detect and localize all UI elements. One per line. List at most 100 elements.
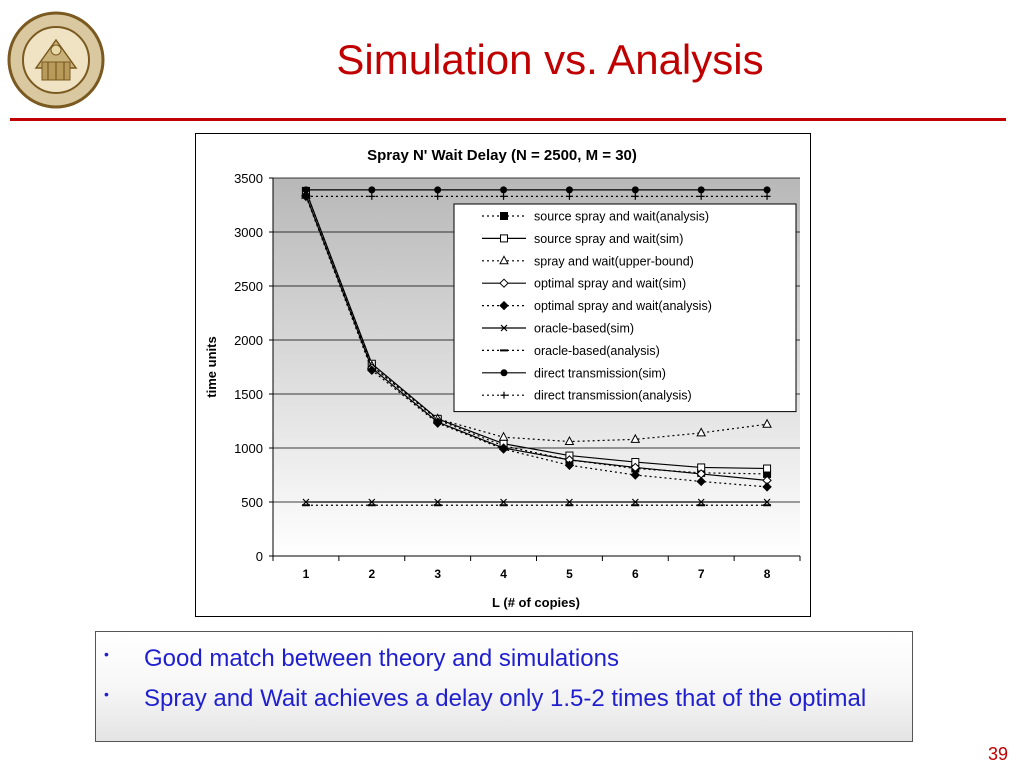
legend-label: source spray and wait(analysis): [534, 210, 709, 224]
point-marker-triangle: [630, 433, 641, 443]
x-tick-label: 8: [764, 567, 771, 581]
point-marker-circle: [434, 186, 442, 194]
y-tick-label: 3000: [234, 225, 263, 240]
bullet-text: Good match between theory and simulation…: [144, 645, 619, 672]
point-marker-plus: [500, 192, 508, 200]
point-marker-plus: [631, 192, 639, 200]
x-tick-label: 4: [500, 567, 507, 581]
point-marker-circle: [697, 186, 705, 194]
series: [302, 498, 771, 506]
point-marker-diamond: [432, 418, 443, 428]
point-marker-x: [697, 498, 705, 506]
legend-label: direct transmission(analysis): [534, 389, 692, 403]
legend-item: optimal spray and wait(analysis): [482, 299, 712, 313]
point-marker-circle: [302, 186, 310, 194]
bullet-marker: •: [104, 646, 109, 662]
chart-container: Spray N' Wait Delay (N = 2500, M = 30) 0…: [195, 133, 811, 617]
point-marker-circle: [763, 186, 771, 194]
marker-stroke: [434, 498, 442, 506]
point-marker-triangle: [498, 431, 509, 441]
marker-stroke: [763, 498, 771, 506]
line-chart: Spray N' Wait Delay (N = 2500, M = 30) 0…: [204, 147, 801, 610]
page-number: 39: [987, 744, 1008, 764]
legend-item: direct transmission(analysis): [482, 389, 692, 403]
chart-title: Spray N' Wait Delay (N = 2500, M = 30): [367, 147, 637, 164]
x-tick-label: 1: [303, 567, 310, 581]
point-marker-square: [500, 212, 508, 220]
marker-stroke: [631, 498, 639, 506]
point-marker-plus: [697, 192, 705, 200]
series: [302, 192, 771, 200]
legend-item: optimal spray and wait(sim): [482, 277, 686, 291]
x-tick-label: 2: [368, 567, 375, 581]
point-marker-plus: [565, 192, 573, 200]
legend-label: spray and wait(upper-bound): [534, 254, 694, 268]
point-marker-square: [763, 464, 772, 473]
point-marker-x: [368, 498, 376, 506]
point-marker-plus: [434, 192, 442, 200]
point-marker-plus: [302, 192, 310, 200]
point-marker-diamond: [498, 444, 509, 454]
x-tick-label: 6: [632, 567, 639, 581]
marker-stroke: [500, 498, 507, 506]
point-marker-square: [500, 234, 508, 243]
legend-item: oracle-based(analysis): [482, 344, 660, 358]
point-marker-diamond: [499, 278, 509, 288]
point-marker-circle: [631, 186, 639, 194]
series-lines: [301, 186, 772, 507]
point-marker-x: [500, 498, 507, 506]
legend-item: spray and wait(upper-bound): [482, 254, 694, 268]
point-marker-circle: [500, 369, 508, 377]
point-marker-triangle: [564, 435, 575, 446]
series: [302, 186, 771, 194]
y-tick-label: 500: [241, 495, 263, 510]
series-line: [305, 195, 768, 443]
point-marker-plus: [368, 192, 376, 200]
bullet-marker: •: [104, 686, 109, 702]
point-marker-plus: [763, 192, 771, 200]
bullet-text: Spray and Wait achieves a delay only 1.5…: [144, 685, 867, 712]
axes: 0 500 1000 1500 2000 2500 3000 3500 1 2 3 4 5 6 7 8: [234, 171, 801, 581]
point-marker-diamond: [564, 460, 575, 470]
x-tick-label: 5: [566, 567, 573, 581]
bullet-box: • Good match between theory and simulati…: [95, 631, 913, 742]
x-axis-label: L (# of copies): [492, 595, 580, 610]
point-marker-x: [500, 324, 508, 332]
point-marker-x: [302, 498, 310, 506]
series-line: [305, 195, 768, 481]
point-marker-triangle: [499, 255, 509, 265]
point-marker-diamond: [630, 470, 641, 480]
legend: source spray and wait(analysis) source sp…: [453, 203, 797, 413]
series-line: [305, 190, 768, 475]
marker-stroke: [368, 498, 376, 506]
title-divider: [10, 118, 1006, 121]
y-tick-label: 1500: [234, 387, 263, 402]
point-marker-diamond: [367, 365, 377, 375]
legend-label: oracle-based(sim): [534, 322, 634, 336]
x-tick-label: 3: [434, 567, 441, 581]
point-marker-circle: [500, 186, 508, 194]
x-tick-label: 7: [698, 567, 705, 581]
point-marker-x: [631, 498, 639, 506]
legend-label: source spray and wait(sim): [534, 232, 683, 246]
point-marker-plus: [500, 391, 508, 399]
point-marker-x: [566, 498, 573, 506]
point-marker-circle: [565, 186, 573, 194]
legend-label: direct transmission(sim): [534, 366, 666, 380]
marker-stroke: [697, 498, 705, 506]
point-marker-diamond: [499, 300, 509, 311]
legend-label: optimal spray and wait(analysis): [534, 299, 712, 313]
point-marker-triangle: [696, 427, 707, 437]
point-marker-x: [434, 498, 442, 506]
legend-item: source spray and wait(sim): [482, 232, 683, 246]
y-tick-label: 1000: [234, 441, 263, 456]
point-marker-diamond: [762, 482, 772, 492]
point-marker-x: [763, 498, 771, 506]
point-marker-triangle: [762, 418, 772, 428]
legend-label: optimal spray and wait(sim): [534, 277, 686, 291]
marker-stroke: [302, 498, 310, 506]
university-seal-logo: [7, 11, 105, 109]
point-marker-circle: [368, 186, 376, 194]
marker-stroke: [566, 498, 573, 506]
legend-label: oracle-based(analysis): [534, 344, 660, 358]
